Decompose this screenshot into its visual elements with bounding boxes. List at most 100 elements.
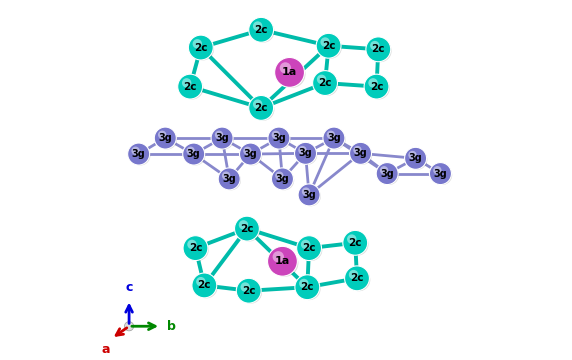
Circle shape bbox=[253, 99, 263, 109]
Circle shape bbox=[268, 127, 290, 149]
Circle shape bbox=[301, 186, 321, 206]
Circle shape bbox=[186, 147, 195, 155]
Circle shape bbox=[319, 36, 342, 59]
Circle shape bbox=[316, 73, 339, 96]
Circle shape bbox=[379, 165, 399, 185]
Circle shape bbox=[182, 78, 192, 87]
Circle shape bbox=[317, 75, 326, 84]
Circle shape bbox=[271, 129, 291, 149]
Circle shape bbox=[222, 171, 231, 180]
Circle shape bbox=[352, 144, 372, 165]
Circle shape bbox=[280, 62, 291, 73]
Text: 2c: 2c bbox=[255, 25, 268, 35]
Circle shape bbox=[154, 127, 176, 149]
Circle shape bbox=[364, 74, 389, 99]
Circle shape bbox=[408, 151, 416, 159]
Text: 3g: 3g bbox=[353, 148, 367, 158]
Circle shape bbox=[271, 249, 299, 277]
Text: 3g: 3g bbox=[223, 174, 236, 184]
Circle shape bbox=[323, 127, 345, 149]
Circle shape bbox=[249, 95, 273, 120]
Circle shape bbox=[325, 129, 345, 149]
Circle shape bbox=[132, 147, 140, 155]
Circle shape bbox=[300, 238, 323, 261]
Text: 3g: 3g bbox=[187, 149, 201, 159]
Circle shape bbox=[347, 268, 370, 291]
Text: 3g: 3g bbox=[434, 168, 447, 179]
Circle shape bbox=[407, 149, 427, 170]
Circle shape bbox=[273, 251, 284, 262]
Text: 2c: 2c bbox=[189, 243, 202, 253]
Circle shape bbox=[302, 188, 310, 196]
Circle shape bbox=[128, 143, 150, 165]
Circle shape bbox=[185, 145, 205, 166]
Text: b: b bbox=[168, 320, 176, 333]
Circle shape bbox=[298, 277, 320, 300]
Circle shape bbox=[349, 142, 372, 165]
Circle shape bbox=[236, 278, 261, 303]
Circle shape bbox=[343, 230, 368, 255]
Circle shape bbox=[239, 220, 248, 230]
Circle shape bbox=[211, 127, 233, 149]
Circle shape bbox=[182, 143, 205, 165]
Circle shape bbox=[252, 98, 275, 121]
Text: 1a: 1a bbox=[282, 67, 297, 77]
Circle shape bbox=[430, 163, 451, 185]
Text: 1a: 1a bbox=[275, 256, 290, 266]
Circle shape bbox=[313, 71, 337, 95]
Circle shape bbox=[218, 168, 240, 190]
Circle shape bbox=[299, 279, 308, 288]
Circle shape bbox=[274, 170, 294, 190]
Text: 3g: 3g bbox=[409, 153, 423, 163]
Circle shape bbox=[178, 74, 202, 99]
Circle shape bbox=[195, 275, 217, 298]
Text: 2c: 2c bbox=[240, 224, 254, 234]
Circle shape bbox=[237, 219, 260, 242]
Circle shape bbox=[240, 143, 261, 165]
Circle shape bbox=[404, 147, 427, 169]
Circle shape bbox=[193, 39, 202, 49]
Circle shape bbox=[240, 282, 250, 292]
Text: 2c: 2c bbox=[255, 103, 268, 113]
Circle shape bbox=[188, 35, 213, 60]
Circle shape bbox=[349, 270, 358, 279]
Text: 3g: 3g bbox=[276, 174, 289, 184]
Circle shape bbox=[192, 273, 217, 298]
Circle shape bbox=[278, 60, 305, 88]
Text: 3g: 3g bbox=[327, 133, 341, 143]
Circle shape bbox=[353, 146, 362, 154]
Circle shape bbox=[130, 145, 150, 166]
Circle shape bbox=[344, 266, 370, 291]
Circle shape bbox=[367, 77, 390, 99]
Circle shape bbox=[215, 131, 223, 139]
Circle shape bbox=[370, 41, 380, 50]
Text: 2c: 2c bbox=[318, 78, 332, 88]
Circle shape bbox=[275, 171, 284, 180]
Circle shape bbox=[213, 129, 234, 149]
Circle shape bbox=[183, 236, 208, 261]
Circle shape bbox=[368, 78, 378, 87]
Circle shape bbox=[295, 142, 316, 165]
Text: 3g: 3g bbox=[244, 149, 257, 159]
Text: 3g: 3g bbox=[132, 149, 145, 159]
Circle shape bbox=[187, 240, 197, 249]
Circle shape bbox=[272, 131, 280, 139]
Text: 2c: 2c bbox=[370, 82, 383, 91]
Circle shape bbox=[158, 131, 166, 139]
Circle shape bbox=[253, 21, 263, 31]
Text: 3g: 3g bbox=[158, 133, 172, 143]
Circle shape bbox=[297, 144, 317, 165]
Circle shape bbox=[186, 238, 209, 261]
Circle shape bbox=[268, 246, 297, 276]
Circle shape bbox=[298, 184, 320, 206]
Circle shape bbox=[433, 166, 442, 175]
Circle shape bbox=[242, 145, 263, 166]
Circle shape bbox=[376, 163, 398, 185]
Text: 2c: 2c bbox=[322, 41, 335, 51]
Text: 2c: 2c bbox=[372, 44, 385, 54]
Circle shape bbox=[380, 166, 388, 175]
Circle shape bbox=[252, 20, 275, 43]
Text: 2c: 2c bbox=[350, 273, 364, 283]
Circle shape bbox=[347, 234, 356, 244]
Circle shape bbox=[249, 17, 273, 42]
